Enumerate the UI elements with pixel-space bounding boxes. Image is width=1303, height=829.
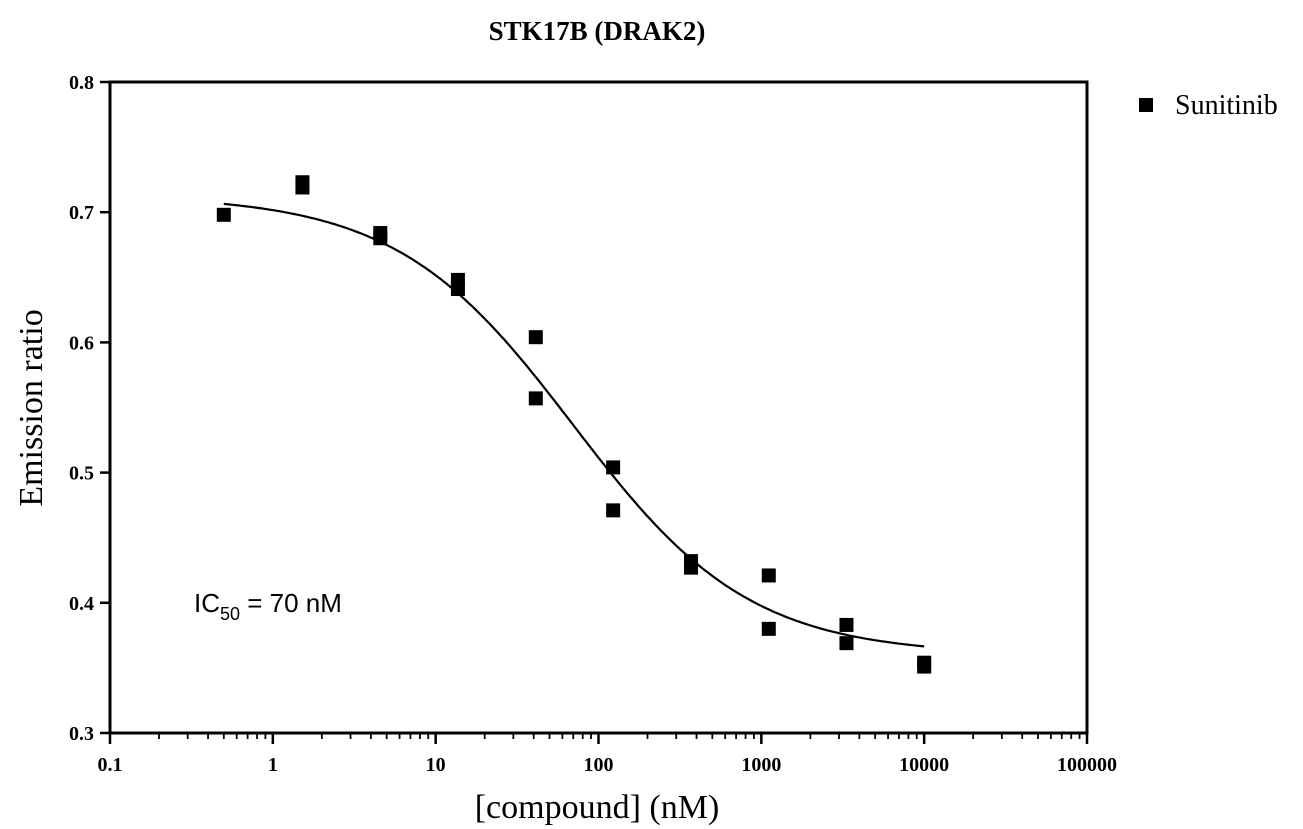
data-point [761,568,776,583]
legend-label-sunitinib: Sunitinib [1175,90,1278,121]
fit-curve [223,202,925,648]
data-point [839,636,854,651]
data-point [606,503,621,518]
y-tick-label: 0.6 [69,332,94,354]
x-tick-label: 10000 [899,754,949,776]
legend: Sunitinib [1139,90,1278,121]
y-tick-label: 0.7 [69,202,94,224]
data-point [528,330,543,345]
data-points [216,175,932,674]
chart-title: STK17B (DRAK2) [489,16,706,46]
legend-marker [1139,98,1153,112]
data-point [761,621,776,636]
y-axis-label: Emission ratio [13,309,50,506]
ic50-annotation: IC50 = 70 nM [194,588,342,624]
x-tick-label: 100 [584,754,614,776]
ic50-value: = 70 nM [240,588,342,618]
y-tick-label: 0.8 [69,72,94,94]
x-axis-label: [compound] (nM) [475,789,720,826]
data-point [684,554,699,569]
ic50-subscript: 50 [220,604,240,624]
data-point [450,272,465,287]
y-axis-ticks: 0.3 0.4 0.5 0.6 0.7 0.8 [69,72,110,745]
y-tick-label: 0.4 [69,593,94,615]
data-point [917,655,932,670]
data-point [839,617,854,632]
plot-frame [108,80,1089,735]
y-tick-label: 0.5 [69,463,94,485]
x-tick-label: 0.1 [98,754,123,776]
x-tick-label: 100000 [1057,754,1117,776]
x-tick-label: 10 [426,754,446,776]
data-point [528,391,543,406]
x-axis-ticks: 0.1 1 10 100 1000 10000 100000 [98,733,1117,776]
data-point [373,226,388,241]
data-point [295,175,310,190]
data-point [606,460,621,475]
data-point [216,207,231,222]
ic50-prefix: IC [194,588,220,618]
y-tick-label: 0.3 [69,723,94,745]
x-tick-label: 1000 [741,754,781,776]
x-tick-label: 1 [268,754,278,776]
